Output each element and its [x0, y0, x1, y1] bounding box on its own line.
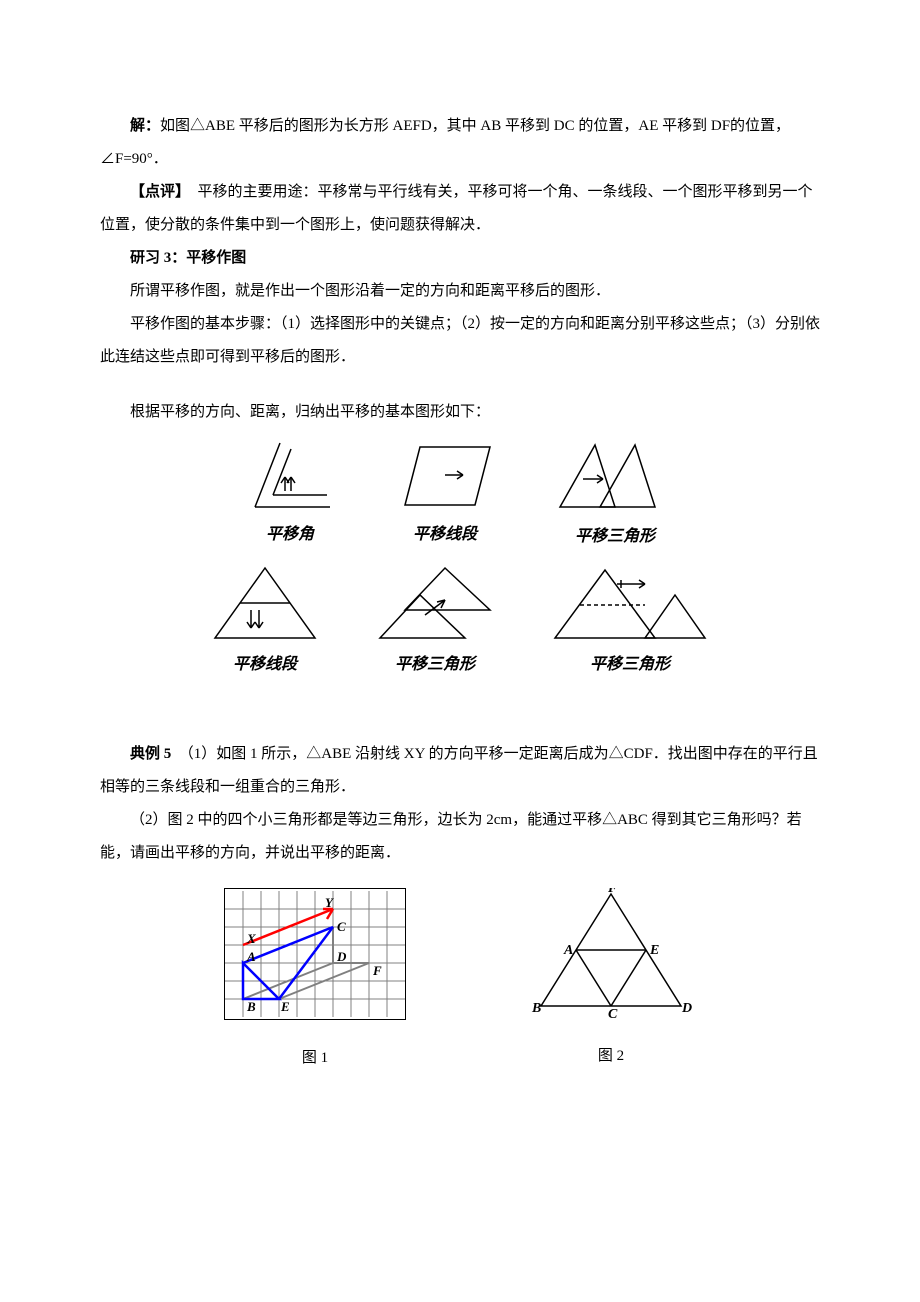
svg-text:B: B	[246, 999, 256, 1014]
svg-text:E: E	[649, 943, 659, 958]
fig-translate-segment-2	[205, 560, 325, 645]
caption-r2c3: 平移三角形	[590, 647, 670, 682]
paragraph-5: 根据平移的方向、距离，归纳出平移的基本图形如下：	[100, 396, 820, 429]
svg-text:Y: Y	[325, 895, 334, 910]
bottom-figure-row: X Y A B E C D F 图 1	[100, 888, 820, 1075]
caption-r1c1: 平移角	[266, 517, 314, 552]
caption-r2c2: 平移三角形	[395, 647, 475, 682]
svg-text:X: X	[246, 931, 256, 946]
comment-prefix: 【点评】	[130, 184, 183, 200]
example5-p1: 典例 5 （1）如图 1 所示，△ABE 沿射线 XY 的方向平移一定距离后成为…	[100, 738, 820, 804]
example5-head: 典例 5	[130, 746, 171, 762]
figure-1-caption: 图 1	[302, 1042, 328, 1075]
caption-r2c1: 平移线段	[233, 647, 297, 682]
figure-2-triangle: F A E B C D	[526, 888, 696, 1018]
svg-text:D: D	[336, 949, 347, 964]
svg-text:F: F	[372, 963, 382, 978]
paragraph-comment: 【点评】 平移的主要用途：平移常与平行线有关，平移可将一个角、一条线段、一个图形…	[100, 176, 820, 242]
section-title-3: 研习 3：平移作图	[100, 242, 820, 275]
fig-translate-angle	[235, 435, 345, 515]
figure-row-2: 平移线段 平移三角形	[100, 560, 820, 682]
paragraph-3: 所谓平移作图，就是作出一个图形沿着一定的方向和距离平移后的图形．	[100, 275, 820, 308]
caption-r1c2: 平移线段	[413, 517, 477, 552]
solution-prefix: 解：	[130, 118, 160, 134]
fig-translate-segment-1	[385, 435, 505, 515]
example5-text1: （1）如图 1 所示，△ABE 沿射线 XY 的方向平移一定距离后成为△CDF．…	[100, 746, 818, 795]
fig-translate-triangle-2	[365, 560, 505, 645]
svg-text:A: A	[246, 949, 256, 964]
caption-r1c3: 平移三角形	[575, 519, 655, 554]
solution-text: 如图△ABE 平移后的图形为长方形 AEFD，其中 AB 平移到 DC 的位置，…	[100, 118, 790, 167]
figure-1-grid: X Y A B E C D F	[224, 888, 406, 1020]
example5-p2: （2）图 2 中的四个小三角形都是等边三角形，边长为 2cm，能通过平移△ABC…	[100, 804, 820, 870]
figure-row-1: 平移角 平移线段	[100, 435, 820, 554]
svg-text:D: D	[681, 1001, 692, 1016]
svg-text:A: A	[563, 943, 573, 958]
svg-text:F: F	[607, 888, 618, 896]
svg-text:C: C	[608, 1007, 618, 1018]
figure-2-caption: 图 2	[598, 1040, 624, 1073]
comment-text: 平移的主要用途：平移常与平行线有关，平移可将一个角、一条线段、一个图形平移到另一…	[100, 184, 813, 233]
svg-text:E: E	[280, 999, 290, 1014]
paragraph-4: 平移作图的基本步骤：（1）选择图形中的关键点；（2）按一定的方向和距离分别平移这…	[100, 308, 820, 374]
svg-text:B: B	[531, 1001, 541, 1016]
fig-translate-triangle-1	[545, 435, 685, 517]
svg-text:C: C	[337, 919, 346, 934]
fig-translate-triangle-3	[545, 560, 715, 645]
paragraph-solution: 解：如图△ABE 平移后的图形为长方形 AEFD，其中 AB 平移到 DC 的位…	[100, 110, 820, 176]
